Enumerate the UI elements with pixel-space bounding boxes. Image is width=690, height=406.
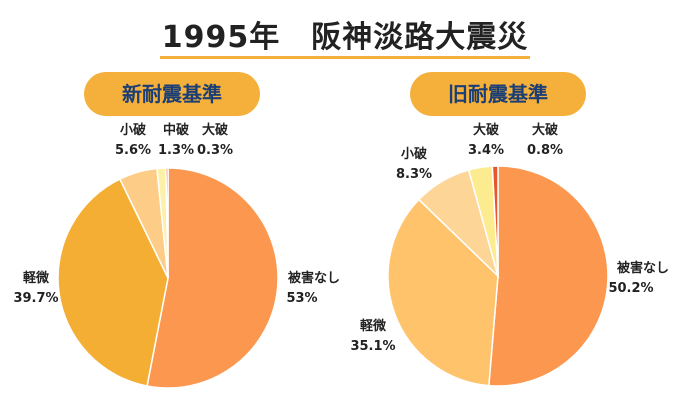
slice-label: 中破 [163, 122, 189, 138]
title-underline [160, 56, 530, 59]
slice-label: 大破 [202, 122, 228, 138]
slice-label: 軽微 [360, 318, 387, 334]
slice-value-label: 39.7% [13, 291, 58, 306]
pie-slice [165, 167, 169, 279]
chart-title: 1995年 阪神淡路大震災 [161, 20, 529, 55]
slice-label: 大破 [532, 122, 558, 138]
slice-value-label: 0.8% [527, 143, 563, 158]
slice-value-label: 8.3% [396, 167, 432, 182]
slice-value-label: 1.3% [158, 143, 194, 158]
slice-value-label: 5.6% [115, 143, 151, 158]
pie-slice [488, 165, 609, 387]
slice-label: 小破 [120, 122, 146, 138]
pie-title-old-standard: 旧耐震基準 [410, 72, 586, 116]
slice-value-label: 50.2% [608, 281, 653, 296]
slice-value-label: 3.4% [468, 143, 504, 158]
slice-label: 小破 [401, 146, 427, 162]
pie-chart-old-standard: 被害なし 50.2% 軽微 35.1% 小破 8.3% 大破 3.4% 大破 0.8% [350, 122, 669, 387]
pie-title-new-standard: 新耐震基準 [84, 72, 260, 116]
pie-slice [491, 165, 499, 277]
slice-label: 軽微 [23, 270, 50, 286]
pie-slice [146, 167, 279, 389]
pie-slice [57, 178, 169, 387]
slice-label: 大破 [473, 122, 499, 138]
slice-label: 被害なし [287, 270, 340, 286]
pie-chart-new-standard: 被害なし 53% 軽微 39.7% 小破 5.6% 中破 1.3% 大破 0.3% [13, 122, 340, 389]
slice-value-label: 35.1% [350, 339, 395, 354]
slice-value-label: 53% [286, 291, 317, 306]
slice-label: 被害なし [616, 260, 669, 276]
pie-slice [387, 198, 499, 387]
slice-value-label: 0.3% [197, 143, 233, 158]
